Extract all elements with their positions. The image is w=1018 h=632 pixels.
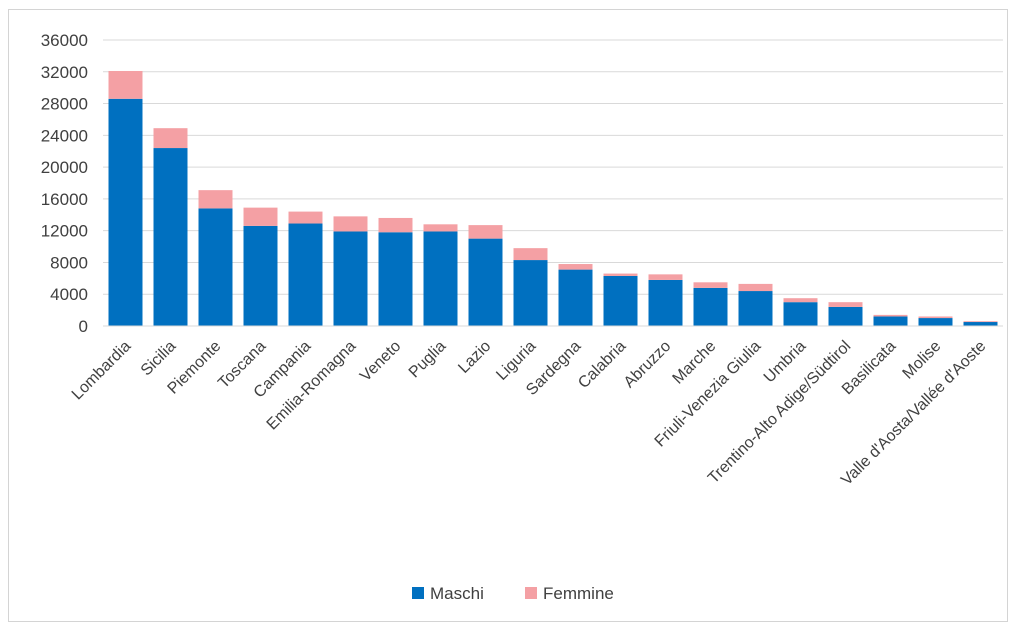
bar-maschi-18 — [918, 318, 953, 326]
bar-femmine-19 — [963, 321, 998, 323]
bar-femmine-1 — [153, 128, 188, 149]
bar-maschi-14 — [738, 291, 773, 326]
bar-maschi-5 — [333, 231, 368, 326]
bar-femmine-16 — [828, 302, 863, 307]
x-category-label: Molise — [900, 338, 945, 383]
bar-femmine-0 — [108, 70, 143, 99]
bar-femmine-2 — [198, 190, 233, 209]
bar-femmine-5 — [333, 216, 368, 232]
y-tick-label: 4000 — [50, 285, 88, 304]
bars — [108, 70, 998, 327]
y-tick-label: 24000 — [41, 126, 88, 145]
x-category-label: Calabria — [575, 338, 629, 392]
y-tick-label: 32000 — [41, 63, 88, 82]
legend-label-femmine: Femmine — [543, 584, 614, 603]
x-category-label: Abruzzo — [621, 338, 675, 392]
gridlines — [103, 39, 1003, 295]
y-axis-ticks: 0 4000 8000 12000 16000 20000 24000 28000 32000 3… — [41, 31, 88, 336]
y-tick-label: 0 — [79, 317, 88, 336]
bar-femmine-10 — [558, 264, 593, 270]
bar-maschi-12 — [648, 279, 683, 326]
legend-label-maschi: Maschi — [430, 584, 484, 603]
x-category-label: Lombardia — [69, 338, 135, 404]
bar-femmine-12 — [648, 274, 683, 280]
x-category-label: Sicilia — [138, 338, 180, 380]
bar-maschi-13 — [693, 287, 728, 326]
x-category-label: Puglia — [406, 338, 450, 382]
bar-femmine-3 — [243, 207, 278, 226]
legend-swatch-femmine — [525, 587, 537, 599]
x-category-label: Veneto — [357, 338, 404, 385]
bar-maschi-15 — [783, 302, 818, 326]
bar-femmine-13 — [693, 282, 728, 288]
bar-femmine-18 — [918, 316, 953, 319]
bar-maschi-2 — [198, 208, 233, 326]
bar-maschi-8 — [468, 238, 503, 326]
bar-femmine-8 — [468, 225, 503, 239]
bar-maschi-3 — [243, 225, 278, 326]
bar-femmine-11 — [603, 273, 638, 276]
legend: Maschi Femmine — [412, 584, 614, 603]
bar-maschi-9 — [513, 260, 548, 326]
bar-maschi-6 — [378, 232, 413, 326]
y-tick-label: 12000 — [41, 222, 88, 241]
bar-femmine-9 — [513, 248, 548, 261]
bar-femmine-6 — [378, 217, 413, 233]
x-category-label: Lazio — [455, 338, 494, 377]
y-tick-label: 36000 — [41, 31, 88, 50]
bar-femmine-14 — [738, 283, 773, 292]
bar-maschi-11 — [603, 275, 638, 326]
bar-femmine-15 — [783, 298, 818, 303]
bar-maschi-19 — [963, 322, 998, 326]
bar-maschi-7 — [423, 231, 458, 326]
bar-maschi-1 — [153, 148, 188, 326]
bar-femmine-7 — [423, 224, 458, 232]
y-tick-label: 20000 — [41, 158, 88, 177]
bar-maschi-0 — [108, 98, 143, 327]
bar-femmine-4 — [288, 211, 323, 224]
y-tick-label: 16000 — [41, 190, 88, 209]
bar-maschi-16 — [828, 306, 863, 326]
bar-femmine-17 — [873, 314, 908, 317]
y-tick-label: 8000 — [50, 253, 88, 272]
x-axis-category-labels: Lombardia SiciliaPiemonteToscanaCampaniaE… — [69, 338, 990, 489]
bar-maschi-4 — [288, 223, 323, 326]
legend-swatch-maschi — [412, 587, 424, 599]
bar-maschi-10 — [558, 269, 593, 326]
y-tick-label: 28000 — [41, 95, 88, 114]
bar-maschi-17 — [873, 316, 908, 326]
